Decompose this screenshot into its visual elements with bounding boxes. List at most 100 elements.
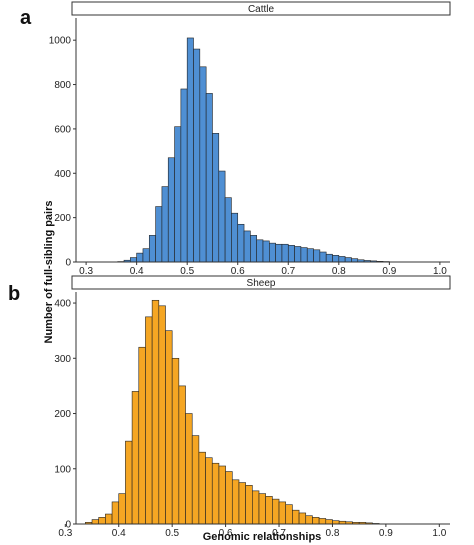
x-tick-label: 0.5 (165, 528, 179, 539)
histogram-bar (287, 245, 295, 263)
histogram-bar (245, 485, 253, 525)
histogram-bar (211, 462, 220, 525)
x-tick-label: 1.0 (432, 528, 446, 539)
cattle-x-ticks: 0.3 0.4 0.5 0.6 0.7 0.8 0.9 1.0 (79, 262, 447, 277)
sheep-bars (85, 299, 380, 525)
histogram-bar (125, 440, 133, 525)
histogram-bar (294, 246, 302, 263)
histogram-bar (275, 243, 283, 263)
y-tick-label: 100 (54, 464, 71, 475)
histogram-bar (131, 391, 140, 525)
x-tick-label: 0.8 (332, 266, 346, 277)
histogram-bar (155, 206, 163, 263)
histogram-bar (199, 66, 207, 263)
y-tick-label: 600 (54, 124, 71, 135)
histogram-bar (186, 37, 194, 263)
histogram-bar (161, 186, 169, 263)
histogram-bar (191, 435, 200, 525)
histogram-bar (225, 471, 233, 525)
histogram-bar (262, 240, 270, 263)
x-tick-label: 1.0 (433, 266, 447, 277)
x-tick-label: 0.6 (219, 528, 233, 539)
y-tick-label: 300 (54, 354, 71, 365)
histogram-bar (145, 316, 153, 525)
histogram-bar (205, 93, 213, 263)
histogram-bar (198, 451, 206, 525)
histogram-bar (312, 517, 320, 525)
y-tick-label: 400 (54, 299, 71, 310)
histogram-bar (256, 239, 264, 263)
histogram-bar (212, 133, 220, 263)
cattle-strip-title: Cattle (248, 4, 275, 15)
cattle-strip (71, 1, 451, 16)
histogram-bar (180, 88, 188, 263)
x-tick-label: 0.9 (379, 528, 393, 539)
x-tick-label: 0.4 (130, 266, 144, 277)
histogram-bar (91, 519, 100, 525)
histogram-bar (167, 157, 175, 263)
sheep-y-ticks: 0 100 200 300 400 (54, 299, 76, 531)
histogram-bar (272, 498, 280, 525)
y-tick-label: 400 (54, 169, 71, 180)
histogram-bar (158, 305, 166, 525)
histogram-bar (332, 255, 340, 263)
y-tick-label: 1000 (49, 36, 72, 47)
cattle-histogram-panel: a Cattle 0.3 0.4 0.5 0.6 0.7 0.8 0.9 1.0 0 200 40… (20, 1, 451, 277)
x-tick-label: 0.8 (326, 528, 340, 539)
histogram-bar (165, 330, 173, 525)
histogram-bar (269, 242, 276, 263)
x-tick-label: 0.7 (272, 528, 286, 539)
sheep-strip (71, 275, 451, 290)
histogram-bar (231, 212, 239, 263)
histogram-bar (313, 249, 321, 263)
histogram-bar (278, 501, 287, 525)
x-tick-label: 0.6 (231, 266, 245, 277)
histogram-bar (98, 517, 106, 525)
histogram-bar (130, 257, 137, 263)
x-tick-label: 0.4 (112, 528, 126, 539)
histogram-bar (281, 243, 289, 263)
histogram-bar (319, 251, 327, 263)
histogram-bar (178, 385, 186, 525)
histogram-bar (185, 413, 193, 525)
y-tick-label: 200 (54, 409, 71, 420)
panel-letter-a: a (20, 7, 32, 29)
histogram-bar (292, 509, 300, 525)
histogram-bar (148, 235, 156, 263)
histogram-bar (136, 252, 144, 263)
y-tick-label: 0 (65, 520, 71, 531)
sheep-histogram-panel: b Sheep 0.3 0.4 0.5 0.6 0.7 0.8 0.9 1.0 0 100 200… (8, 275, 451, 539)
y-axis-title: Number of full-sibling pairs (43, 200, 55, 343)
histogram-bar (265, 496, 273, 525)
x-tick-label: 0.9 (382, 266, 396, 277)
panel-letter-b: b (8, 283, 20, 305)
sheep-strip-title: Sheep (247, 278, 276, 289)
histogram-bar (151, 299, 160, 525)
x-tick-label: 0.5 (180, 266, 194, 277)
histogram-bar (318, 518, 327, 525)
x-tick-label: 0.3 (58, 528, 72, 539)
x-axis-title: Genomic relationships (203, 531, 322, 543)
histogram-bar (218, 170, 226, 263)
histogram-bar (105, 513, 113, 525)
y-tick-label: 800 (54, 80, 71, 91)
histogram-bar (237, 223, 245, 263)
histogram-bar (142, 248, 150, 263)
histogram-bar (243, 230, 251, 263)
histogram-bar (285, 504, 293, 525)
histogram-bar (258, 493, 266, 525)
x-tick-label: 0.7 (281, 266, 295, 277)
histogram-bar (250, 235, 257, 263)
histogram-bar (325, 253, 333, 263)
histogram-bar (224, 197, 232, 263)
histogram-bar (205, 457, 213, 525)
histogram-bar (338, 256, 346, 263)
cattle-bars (117, 37, 390, 263)
histogram-bar (111, 501, 120, 525)
histogram-bar (344, 257, 352, 263)
histogram-bar (171, 357, 180, 525)
histogram-bar (193, 48, 201, 263)
histogram-bar (231, 479, 240, 525)
y-tick-label: 0 (65, 258, 71, 269)
